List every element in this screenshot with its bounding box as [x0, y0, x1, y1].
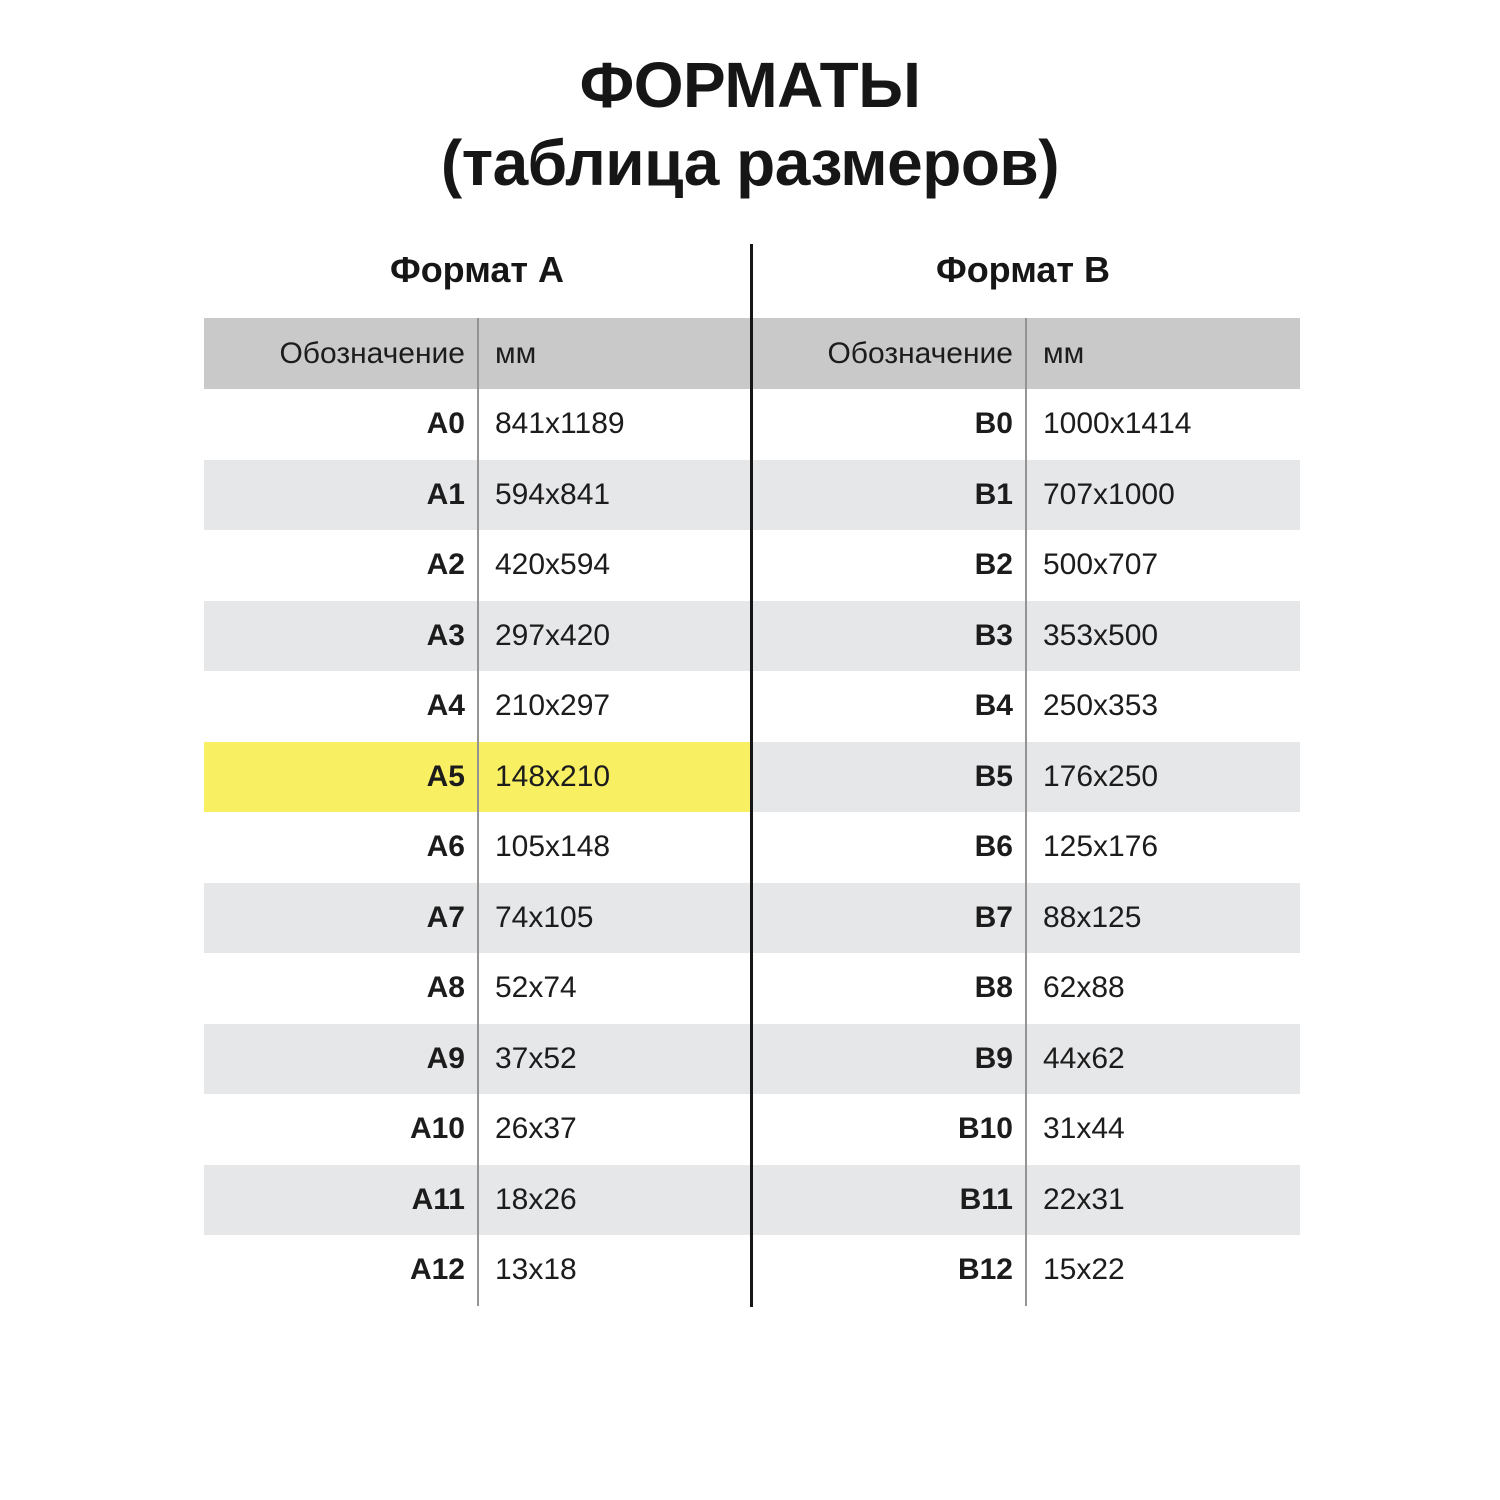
b-mm-value-b1: 707x1000 — [1043, 477, 1175, 511]
b-designation-b4: B4 — [752, 671, 1027, 742]
a-designation-a5: A5 — [204, 741, 479, 812]
a-mm-value-a10: 26x37 — [495, 1112, 577, 1146]
a-mm-value-a8: 52x74 — [495, 971, 577, 1005]
b-designation-b0: B0 — [752, 389, 1027, 460]
a-designation-a9: A9 — [204, 1023, 479, 1094]
b-designation-b12: B12 — [752, 1235, 1027, 1306]
a-mm-value-a1: 594x841 — [495, 477, 611, 511]
b-designation-b6: B6 — [752, 812, 1027, 883]
a-designation-a1: A1 — [204, 459, 479, 530]
a-designation-a8: A8 — [204, 953, 479, 1024]
a-designation-a2: A2 — [204, 530, 479, 601]
b-designation-b8: B8 — [752, 953, 1027, 1024]
header-b-designation: Обозначение — [752, 318, 1027, 389]
a-designation-a0: A0 — [204, 389, 479, 460]
a-mm-value-a6: 105x148 — [495, 830, 611, 864]
b-mm-value-b5: 176x250 — [1043, 759, 1159, 793]
a-mm-value-a3: 297x420 — [495, 618, 611, 652]
b-designation-b7: B7 — [752, 882, 1027, 953]
a-mm-value-a0: 841x1189 — [495, 407, 625, 441]
b-designation-b3: B3 — [752, 600, 1027, 671]
header-a-designation: Обозначение — [204, 318, 479, 389]
center-divider-line — [750, 244, 753, 1307]
b-mm-value-b11: 22x31 — [1043, 1182, 1125, 1216]
b-mm-value-b0: 1000x1414 — [1043, 407, 1192, 441]
header-a-mm: мм — [495, 336, 537, 370]
a-designation-a7: A7 — [204, 882, 479, 953]
b-mm-value-b3: 353x500 — [1043, 618, 1159, 652]
format-b-title: Формат B — [935, 249, 1111, 290]
a-designation-a11: A11 — [204, 1164, 479, 1235]
a-designation-a12: A12 — [204, 1235, 479, 1306]
b-designation-b2: B2 — [752, 530, 1027, 601]
b-mm-value-b12: 15x22 — [1043, 1253, 1125, 1287]
page-title: ФОРМАТЫ (таблица размеров) — [0, 46, 1500, 202]
b-mm-value-b7: 88x125 — [1043, 900, 1142, 934]
b-mm-value-b2: 500x707 — [1043, 548, 1159, 582]
a-designation-a4: A4 — [204, 671, 479, 742]
page-title-line-2: (таблица размеров) — [440, 127, 1060, 199]
a-mm-value-a12: 13x18 — [495, 1253, 577, 1287]
b-designation-b1: B1 — [752, 459, 1027, 530]
a-designation-a3: A3 — [204, 600, 479, 671]
b-mm-value-b6: 125x176 — [1043, 830, 1159, 864]
b-mm-value-b8: 62x88 — [1043, 971, 1125, 1005]
a-mm-value-a4: 210x297 — [495, 689, 611, 723]
page-title-line-1: ФОРМАТЫ — [579, 49, 921, 121]
b-mm-value-b4: 250x353 — [1043, 689, 1159, 723]
b-mm-value-b10: 31x44 — [1043, 1112, 1125, 1146]
a-mm-value-a2: 420x594 — [495, 548, 611, 582]
b-designation-b5: B5 — [752, 741, 1027, 812]
a-mm-value-a11: 18x26 — [495, 1182, 577, 1216]
b-designation-b11: B11 — [752, 1164, 1027, 1235]
a-mm-value-a7: 74x105 — [495, 900, 594, 934]
a-mm-value-a5: 148x210 — [479, 741, 752, 812]
format-a-title: Формат A — [389, 249, 565, 290]
b-designation-b10: B10 — [752, 1094, 1027, 1165]
header-b-mm: мм — [1043, 336, 1085, 370]
b-designation-b9: B9 — [752, 1023, 1027, 1094]
b-mm-value-b9: 44x62 — [1043, 1041, 1125, 1075]
a-designation-a6: A6 — [204, 812, 479, 883]
a-designation-a10: A10 — [204, 1094, 479, 1165]
a-mm-value-a9: 37x52 — [495, 1041, 577, 1075]
